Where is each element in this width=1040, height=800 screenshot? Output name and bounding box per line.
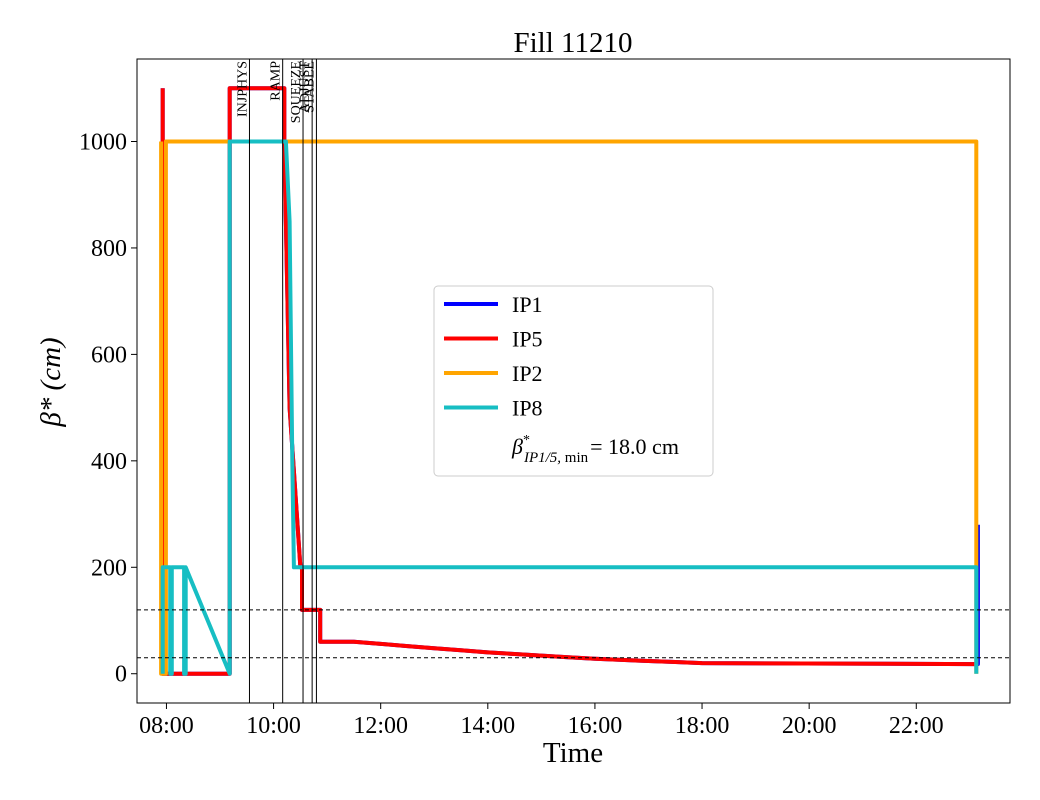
x-tick-label: 14:00 [460,713,515,739]
x-tick-label: 22:00 [889,713,944,739]
x-tick-label: 18:00 [675,713,730,739]
x-tick-label: 20:00 [782,713,837,739]
y-tick-label: 200 [91,555,127,581]
x-tick-label: 12:00 [353,713,408,739]
legend-box [433,285,714,477]
x-axis-ticks: 08:00 10:00 12:00 14:00 16:00 18:00 20:00 22:00 [139,703,944,739]
legend-label-beta-min: β* IP1/5, min= 18.0 cm [511,433,679,466]
y-tick-label: 600 [91,342,127,368]
phase-label-injphys: INJPHYS [235,61,250,117]
y-tick-label: 1000 [79,129,127,155]
legend: IP1 IP5 IP2 IP8 β* IP1/5, min= 18.0 cm [433,285,714,477]
x-axis-label: Time [543,737,603,769]
legend-label-ip5: IP5 [512,327,543,352]
phase-label-adjust: ADJUST [298,61,313,114]
y-axis-label: β* (cm) [35,337,67,427]
reference-lines [137,609,1010,659]
y-tick-label: 0 [115,662,127,688]
y-tick-label: 400 [91,449,127,475]
phase-label-ramp: RAMP [269,61,284,101]
legend-label-ip8: IP8 [512,396,543,421]
series-line-ip5 [160,86,976,676]
series-layer [159,86,980,676]
phase-label-squeeze: SQUEEZE [289,61,304,123]
series-line-ip8 [160,139,979,676]
phase-label-stable: STABLE [302,61,317,113]
x-tick-label: 16:00 [568,713,623,739]
x-tick-label: 08:00 [139,713,194,739]
legend-label-ip2: IP2 [512,361,543,386]
chart-title: Fill 11210 [514,27,633,59]
x-tick-label: 10:00 [246,713,301,739]
y-tick-label: 800 [91,236,127,262]
plot-frame [136,58,1011,704]
legend-label-ip1: IP1 [512,292,543,317]
y-axis-ticks: 0 200 400 600 800 1000 [79,129,137,688]
